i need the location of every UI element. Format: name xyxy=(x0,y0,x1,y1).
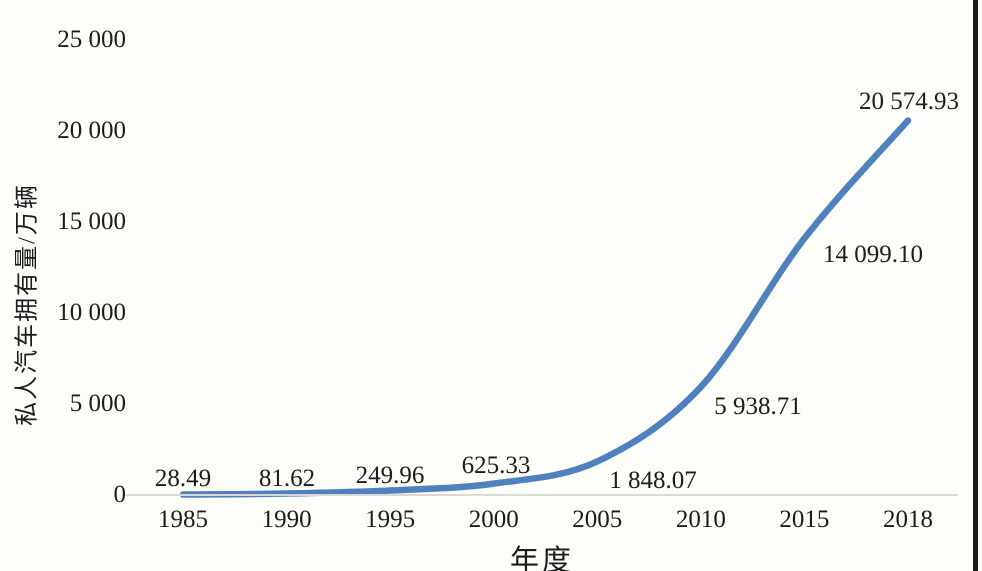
x-tick-label: 2018 xyxy=(883,506,933,533)
point-data-label: 249.96 xyxy=(355,462,425,489)
page-right-border xyxy=(973,0,978,571)
point-data-label: 14 099.10 xyxy=(823,241,923,268)
x-tick-label: 2005 xyxy=(572,506,623,533)
y-tick-label: 15 000 xyxy=(57,208,126,235)
y-tick-label: 10 000 xyxy=(57,299,126,326)
point-data-label: 625.33 xyxy=(461,452,531,479)
x-axis-line xyxy=(126,494,958,496)
point-data-label: 1 848.07 xyxy=(609,467,697,494)
x-tick-label: 2000 xyxy=(468,506,519,533)
x-tick-label: 1995 xyxy=(365,506,416,533)
x-tick-label: 1985 xyxy=(158,506,208,533)
x-tick-label: 2010 xyxy=(675,506,726,533)
point-data-label: 28.49 xyxy=(154,465,212,492)
line-series-path xyxy=(179,117,912,498)
point-data-label: 5 938.71 xyxy=(714,393,802,420)
y-axis-title: 私人汽车拥有量/万辆 xyxy=(14,183,41,426)
x-axis-title: 年度 xyxy=(509,545,575,571)
y-tick-label: 20 000 xyxy=(57,117,126,144)
point-data-label: 81.62 xyxy=(258,465,316,492)
y-tick-label: 25 000 xyxy=(57,26,126,53)
x-tick-label: 1990 xyxy=(261,506,312,533)
point-data-label: 20 574.93 xyxy=(859,88,959,115)
y-tick-label: 0 xyxy=(113,481,127,508)
y-tick-label: 5 000 xyxy=(69,390,126,417)
x-tick-label: 2015 xyxy=(779,506,830,533)
